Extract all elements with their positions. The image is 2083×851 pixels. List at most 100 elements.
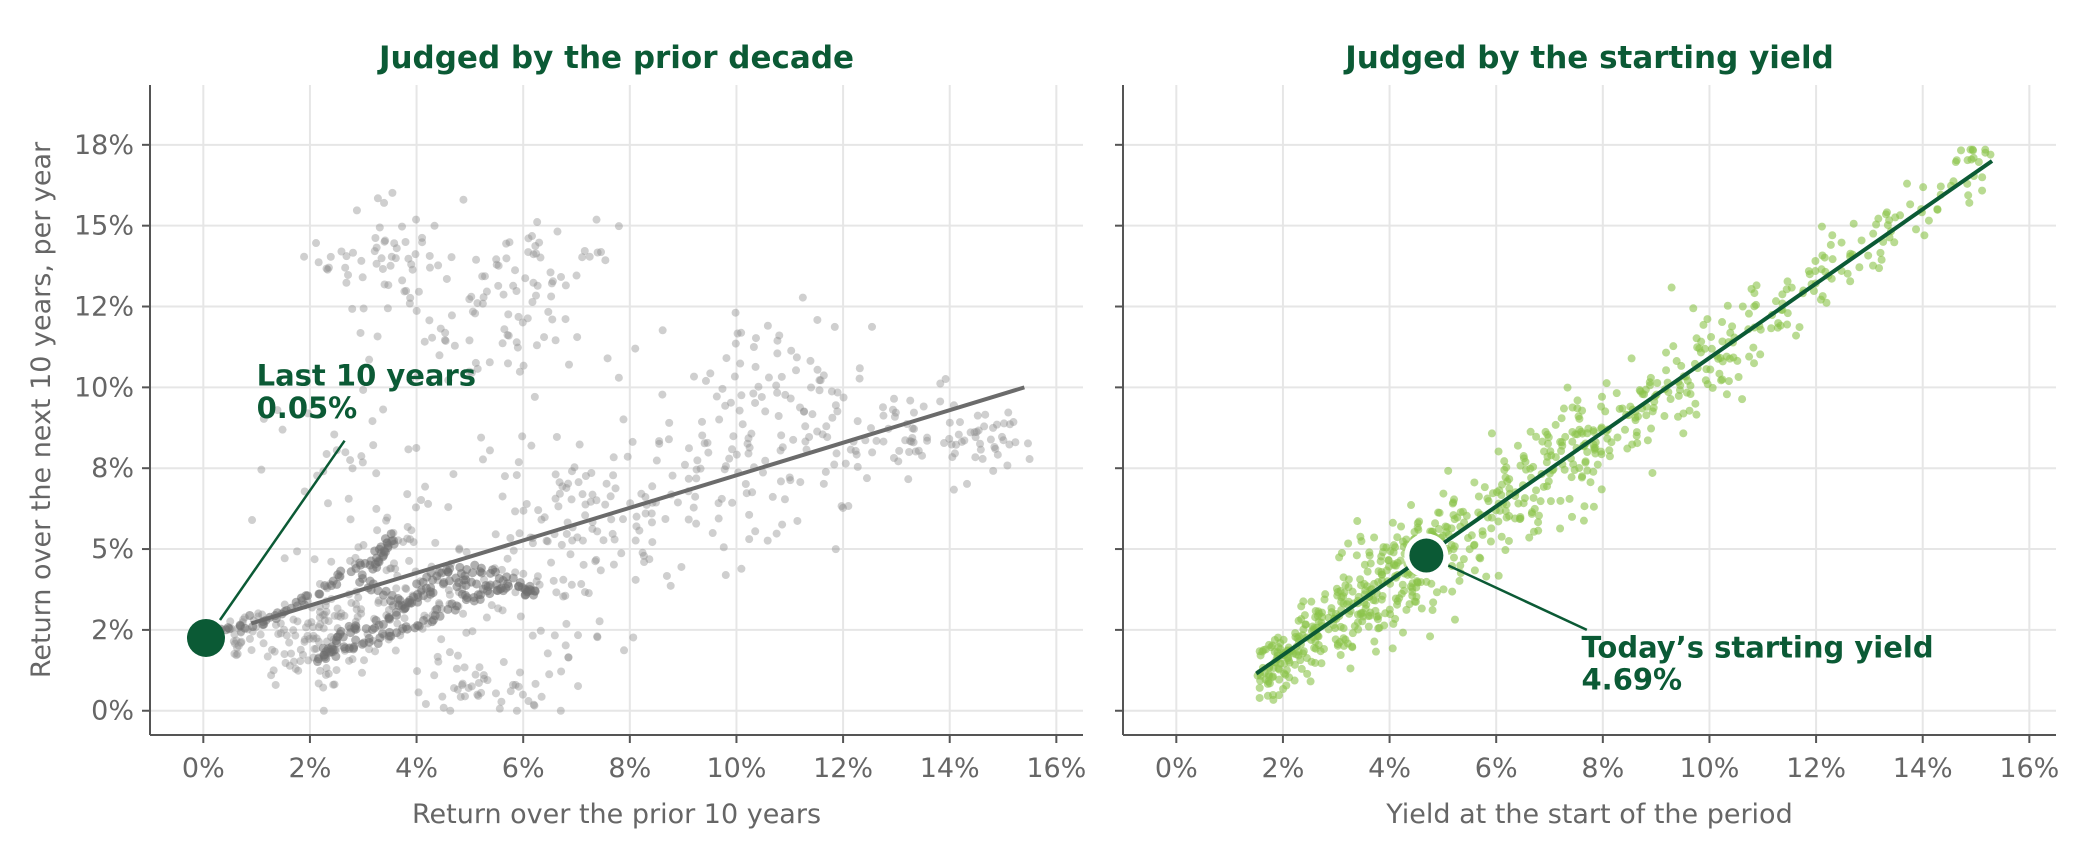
data-point (552, 432, 561, 441)
data-point (637, 489, 646, 498)
data-point (945, 418, 954, 427)
data-point (941, 375, 950, 384)
data-point (658, 326, 667, 335)
data-point (1579, 516, 1588, 525)
data-point (1697, 337, 1706, 346)
data-point (754, 382, 763, 391)
data-point (564, 479, 573, 488)
data-point (647, 518, 656, 527)
data-point (506, 687, 515, 696)
data-point (796, 478, 805, 487)
data-point (1827, 274, 1836, 283)
data-point (1417, 604, 1426, 613)
data-point (556, 706, 565, 715)
data-point (498, 606, 507, 615)
data-point (721, 401, 730, 410)
annotation-line-2: 4.69% (1582, 663, 1683, 697)
data-point (373, 194, 382, 203)
data-point (465, 295, 474, 304)
data-point (846, 445, 855, 454)
data-point (424, 499, 433, 508)
data-point (1398, 628, 1407, 637)
data-point (684, 515, 693, 524)
data-point (532, 291, 541, 300)
data-point (405, 556, 414, 565)
data-point (1339, 624, 1348, 633)
data-point (436, 324, 445, 333)
highlight-marker (1409, 538, 1444, 573)
data-point (1370, 533, 1379, 542)
data-point (776, 446, 785, 455)
data-point (949, 485, 958, 494)
data-point (1516, 461, 1525, 470)
data-point (267, 671, 276, 680)
data-point (658, 390, 667, 399)
data-point (1432, 588, 1441, 597)
data-point (1703, 315, 1712, 324)
data-point (1486, 537, 1495, 546)
data-point (581, 500, 590, 509)
data-point (718, 384, 727, 393)
data-point (390, 239, 399, 248)
data-point (1023, 439, 1032, 448)
data-point (1356, 575, 1365, 584)
data-point (562, 619, 571, 628)
data-point (673, 498, 682, 507)
data-point (392, 584, 401, 593)
data-point (1525, 533, 1534, 542)
data-point (281, 658, 290, 667)
data-point (383, 513, 392, 522)
data-point (324, 669, 333, 678)
data-point (606, 492, 615, 501)
data-point (287, 649, 296, 658)
data-point (914, 446, 923, 455)
data-point (641, 509, 650, 518)
data-point (512, 471, 521, 480)
data-point (1640, 390, 1649, 399)
data-point (322, 264, 331, 273)
data-point (479, 674, 488, 683)
data-point (1365, 551, 1374, 560)
data-point (1299, 625, 1308, 634)
data-point (358, 668, 367, 677)
data-point (853, 417, 862, 426)
data-point (518, 690, 527, 699)
data-point (555, 489, 564, 498)
data-point (515, 367, 524, 376)
data-point (1335, 553, 1344, 562)
data-point (447, 311, 456, 320)
data-point (333, 604, 342, 613)
data-point (936, 397, 945, 406)
data-point (344, 270, 353, 279)
data-point (1750, 359, 1759, 368)
data-point (1025, 455, 1034, 464)
data-point (1344, 575, 1353, 584)
data-point (609, 453, 618, 462)
data-point (732, 450, 741, 459)
data-point (1729, 353, 1738, 362)
data-point (347, 598, 356, 607)
data-point (346, 515, 355, 524)
data-point (584, 589, 593, 598)
data-point (1311, 644, 1320, 653)
data-point (823, 433, 832, 442)
data-point (340, 644, 350, 654)
data-point (744, 449, 753, 458)
scatter-points (1253, 145, 1995, 704)
data-point (1474, 492, 1483, 501)
data-point (389, 559, 398, 568)
data-point (273, 406, 282, 415)
data-point (743, 439, 752, 448)
data-point (955, 418, 964, 427)
data-point (478, 299, 487, 308)
data-point (785, 473, 794, 482)
data-point (641, 493, 650, 502)
data-point (414, 287, 423, 296)
data-point (1263, 691, 1272, 700)
data-point (511, 507, 520, 516)
data-point (1380, 621, 1389, 630)
data-point (1400, 586, 1409, 595)
data-point (386, 529, 396, 539)
data-point (1647, 424, 1656, 433)
data-point (404, 254, 413, 263)
